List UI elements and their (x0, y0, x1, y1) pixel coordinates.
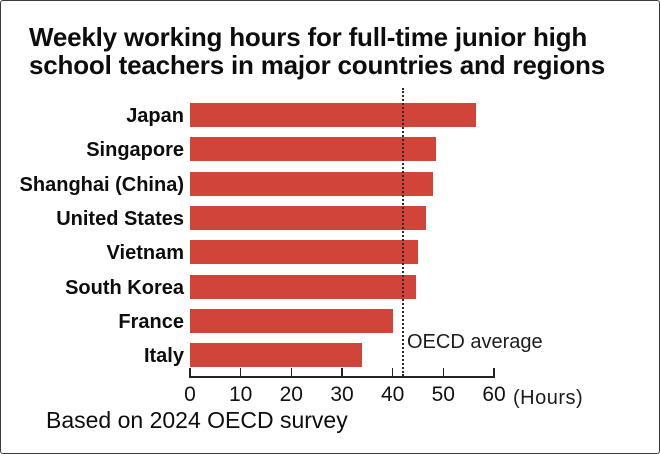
category-label-vietnam: Vietnam (106, 242, 184, 264)
category-label-japan: Japan (126, 105, 184, 127)
bar-italy (190, 343, 363, 367)
category-label-south-korea: South Korea (65, 277, 184, 299)
category-label-france: France (118, 311, 184, 333)
bar-vietnam (190, 240, 418, 264)
oecd-average-reference-line (401, 88, 404, 376)
axis-tick-label: 40 (381, 383, 405, 406)
bar-south-korea (190, 275, 416, 299)
axis-tick-label: 0 (184, 383, 196, 406)
axis-tick (290, 368, 293, 376)
oecd-average-label: OECD average (407, 331, 543, 353)
axis-tick (442, 368, 445, 376)
axis-tick (391, 368, 394, 376)
axis-tick (189, 368, 191, 376)
category-label-united-states: United States (56, 208, 184, 230)
axis-unit-label: (Hours) (513, 387, 584, 409)
axis-tick-label: 30 (330, 383, 354, 406)
bar-shanghai-china (190, 172, 434, 196)
source-caption: Based on 2024 OECD survey (46, 407, 348, 433)
axis-tick-label: 10 (229, 383, 253, 406)
chart-title: Weekly working hours for full-time junio… (29, 22, 605, 80)
bar-singapore (190, 137, 436, 161)
axis-tick-label: 20 (279, 383, 303, 406)
category-label-italy: Italy (143, 345, 184, 367)
axis-tick-label: 60 (482, 383, 506, 406)
bar-japan (190, 103, 477, 127)
axis-tick-label: 50 (431, 383, 455, 406)
category-label-singapore: Singapore (86, 139, 184, 161)
axis-tick (493, 368, 495, 376)
bar-united-states (190, 206, 426, 230)
x-axis-line (189, 376, 495, 378)
axis-tick (341, 368, 343, 376)
axis-tick (239, 368, 242, 376)
bar-france (190, 309, 393, 333)
category-label-shanghai-china: Shanghai (China) (19, 174, 184, 196)
